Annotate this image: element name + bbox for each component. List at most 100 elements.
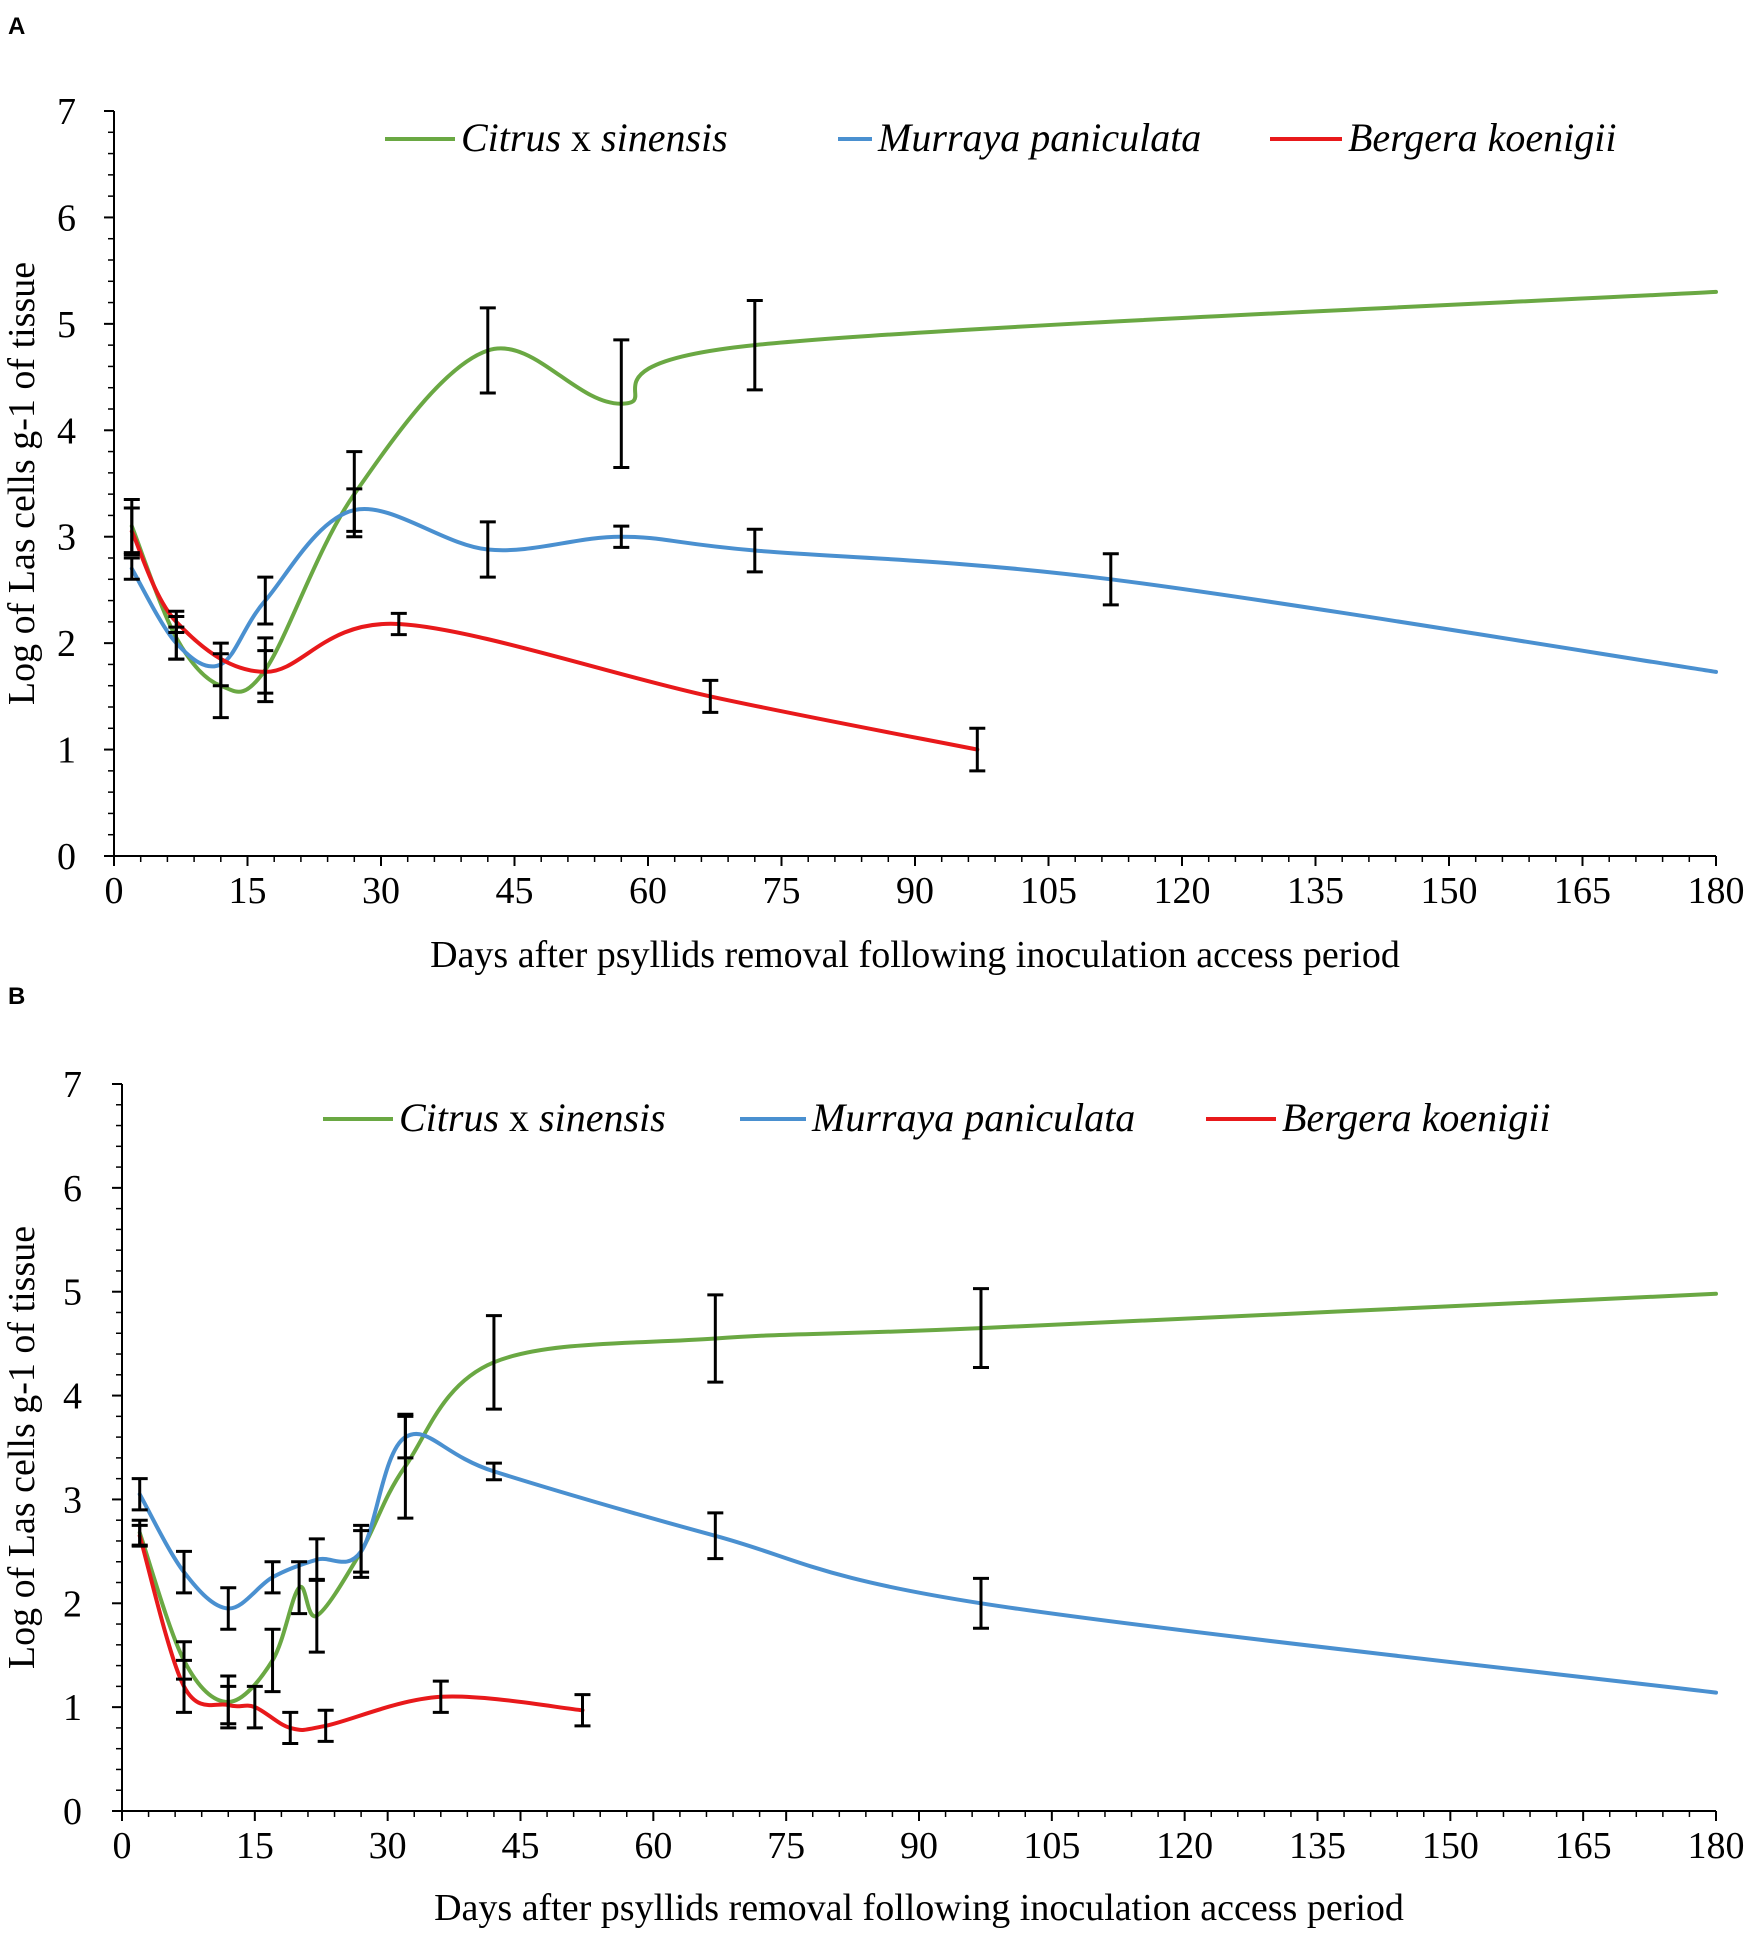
x-tick-label: 135	[1289, 1825, 1346, 1867]
legend-label-2: Bergera koenigii	[1282, 1095, 1550, 1140]
legend-label-1: Murraya paniculata	[877, 115, 1201, 160]
x-tick-label: 15	[229, 870, 267, 912]
x-tick-label: 150	[1422, 1825, 1479, 1867]
error-bar	[390, 611, 407, 637]
error-bar	[479, 306, 496, 395]
x-tick-label: 120	[1154, 870, 1211, 912]
error-bar	[485, 1461, 502, 1482]
error-bar	[123, 556, 140, 581]
x-tick-label: 60	[629, 870, 667, 912]
x-tick-label: 45	[496, 870, 534, 912]
legend-label-0: Citrus x sinensis	[399, 1095, 666, 1140]
x-tick-label: 60	[634, 1825, 672, 1867]
error-bar	[707, 1293, 724, 1384]
error-bar	[264, 1560, 281, 1595]
legend-label-0: Citrus x sinensis	[461, 115, 728, 160]
error-bar	[972, 1576, 989, 1630]
legend-label-part: Murraya paniculata	[811, 1095, 1135, 1140]
x-tick-label: 90	[900, 1825, 938, 1867]
legend-label-part: Bergera koenigii	[1282, 1095, 1550, 1140]
error-bar	[131, 1477, 148, 1512]
error-bar	[613, 338, 630, 470]
error-bar	[346, 487, 363, 533]
y-tick-label: 5	[57, 304, 76, 346]
error-bar	[220, 1684, 237, 1726]
error-bar	[123, 506, 140, 557]
x-tick-label: 165	[1554, 870, 1611, 912]
error-bar	[746, 298, 763, 392]
error-bar	[702, 678, 719, 714]
y-tick-label: 1	[57, 730, 76, 772]
y-tick-label: 7	[63, 1064, 82, 1106]
x-tick-label: 30	[369, 1825, 407, 1867]
error-bar	[613, 524, 630, 549]
y-tick-label: 4	[63, 1376, 82, 1418]
x-tick-label: 180	[1688, 870, 1745, 912]
y-axis-title: Log of Las cells g-1 of tissue	[1, 262, 43, 705]
legend-label-2: Bergera koenigii	[1348, 115, 1616, 160]
error-bar	[317, 1708, 334, 1743]
y-tick-label: 6	[57, 197, 76, 239]
y-tick-label: 3	[63, 1479, 82, 1521]
series-line-a-0	[129, 289, 1718, 694]
error-bar	[175, 1658, 192, 1714]
x-tick-label: 75	[767, 1825, 805, 1867]
series-line-a-1	[129, 507, 1718, 674]
x-tick-label: 105	[1020, 870, 1077, 912]
legend-label-part: sinensis	[601, 115, 728, 160]
error-bar	[257, 649, 274, 695]
x-tick-label: 75	[763, 870, 801, 912]
panel-letter-a: A	[8, 13, 25, 40]
error-bar	[574, 1693, 591, 1728]
y-tick-label: 6	[63, 1168, 82, 1210]
y-tick-label: 2	[57, 623, 76, 665]
x-tick-label: 15	[236, 1825, 274, 1867]
error-bar	[353, 1523, 370, 1579]
y-tick-label: 4	[57, 410, 76, 452]
error-bar	[432, 1679, 449, 1714]
error-bar	[308, 1537, 325, 1582]
x-tick-label: 135	[1287, 870, 1344, 912]
error-bar	[282, 1710, 299, 1745]
x-tick-label: 90	[896, 870, 934, 912]
x-tick-label: 30	[362, 870, 400, 912]
x-tick-label: 0	[113, 1825, 132, 1867]
x-axis-title: Days after psyllids removal following in…	[434, 1887, 1404, 1929]
error-bar	[479, 520, 496, 579]
panel-letter-b: B	[8, 983, 25, 1010]
error-bar	[264, 1627, 281, 1694]
error-bar	[291, 1560, 308, 1616]
y-tick-label: 7	[57, 91, 76, 133]
error-bar	[397, 1414, 414, 1460]
y-tick-label: 5	[63, 1272, 82, 1314]
legend-label-part: Murraya paniculata	[877, 115, 1201, 160]
error-bar	[707, 1511, 724, 1561]
legend-label-part: Bergera koenigii	[1348, 115, 1616, 160]
error-bar	[220, 1586, 237, 1631]
error-bar	[972, 1287, 989, 1370]
series-line-b-1	[137, 1431, 1718, 1695]
y-tick-label: 1	[63, 1687, 82, 1729]
legend-label-part: x	[561, 115, 601, 160]
x-tick-label: 0	[105, 870, 124, 912]
y-tick-label: 2	[63, 1583, 82, 1625]
x-tick-label: 150	[1421, 870, 1478, 912]
series-line-a-2	[129, 529, 980, 752]
legend-label-part: Citrus	[399, 1095, 499, 1140]
legend-label-part: sinensis	[539, 1095, 666, 1140]
x-tick-label: 120	[1156, 1825, 1213, 1867]
error-bar	[969, 726, 986, 773]
legend-label-part: x	[499, 1095, 539, 1140]
error-bar	[257, 575, 274, 626]
x-tick-label: 165	[1555, 1825, 1612, 1867]
x-tick-label: 180	[1688, 1825, 1745, 1867]
y-tick-label: 3	[57, 517, 76, 559]
series-line-b-0	[137, 1291, 1718, 1704]
error-bar	[168, 609, 185, 634]
y-tick-label: 0	[63, 1791, 82, 1833]
error-bar	[175, 1549, 192, 1595]
legend-label-part: Citrus	[461, 115, 561, 160]
